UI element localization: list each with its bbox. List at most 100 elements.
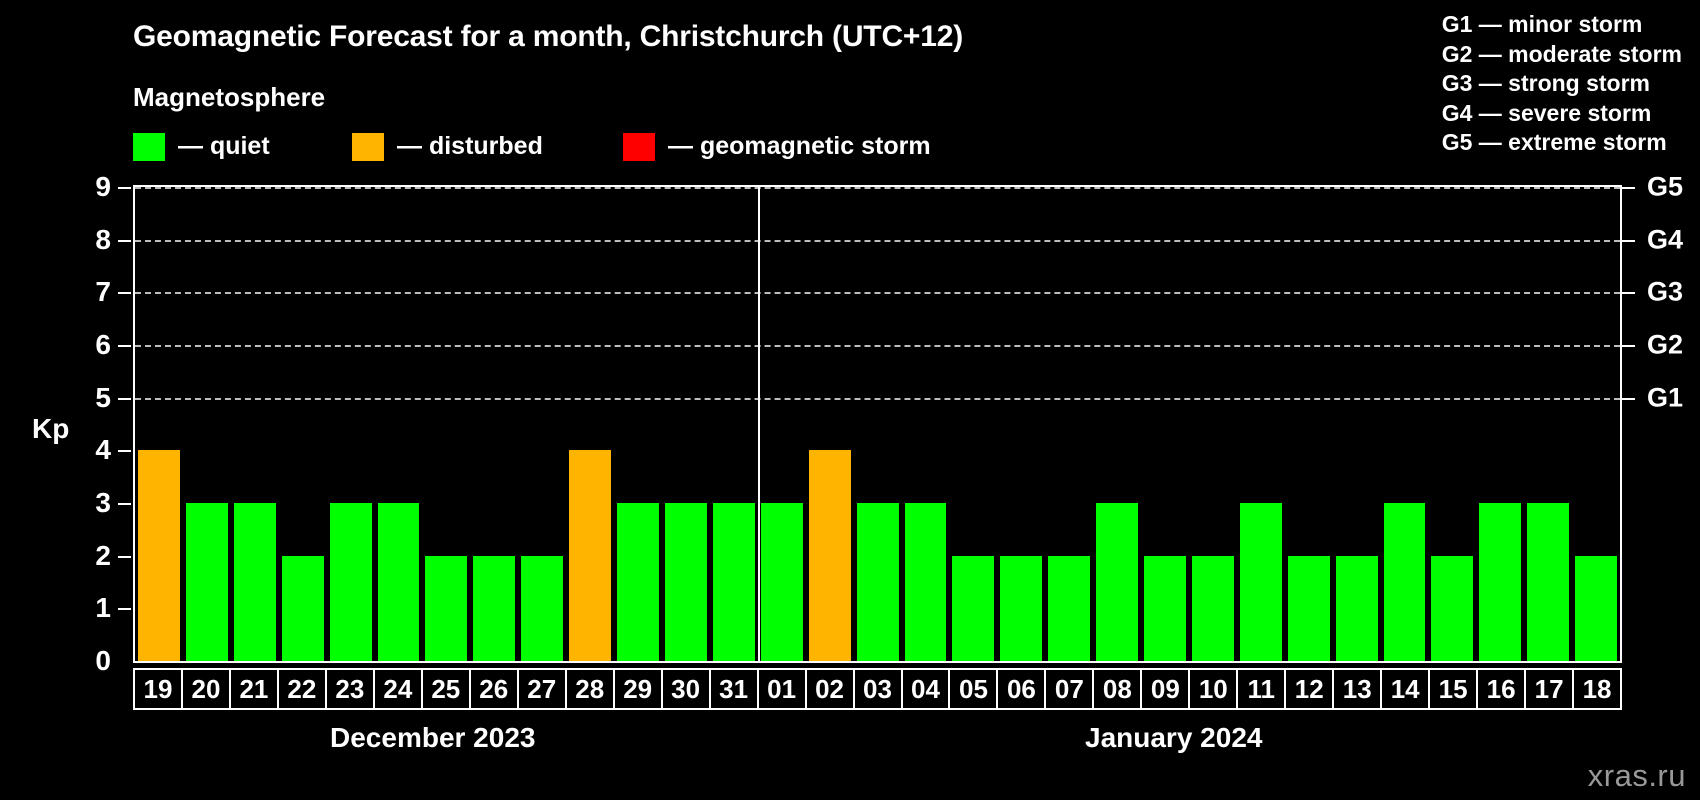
y-axis: 0 1 2 3 4 5 6 7 8 9 Kp <box>0 173 133 675</box>
date-cell-13[interactable]: 13 <box>1334 670 1383 708</box>
bar-13[interactable] <box>1335 555 1378 661</box>
date-cell-02[interactable]: 02 <box>807 670 855 708</box>
legend-label-disturbed: — disturbed <box>397 132 543 160</box>
bar-09[interactable] <box>1144 555 1186 661</box>
legend-item-quiet: — quiet <box>133 132 270 161</box>
y-tick-mark-4 <box>118 450 131 453</box>
date-cell-05[interactable]: 05 <box>950 670 999 708</box>
bar-11[interactable] <box>1239 503 1282 661</box>
legend-label-storm: — geomagnetic storm <box>668 132 931 160</box>
y-tick-label-5: 5 <box>95 381 111 413</box>
page-title: Geomagnetic Forecast for a month, Christ… <box>133 20 963 53</box>
bar-cell <box>1381 187 1429 661</box>
bar-01[interactable] <box>760 503 803 661</box>
gridline-kp-8 <box>135 239 1620 242</box>
bar-cell <box>566 187 614 661</box>
bar-30[interactable] <box>664 503 707 661</box>
date-cell-03[interactable]: 03 <box>855 670 903 708</box>
bar-07[interactable] <box>1048 555 1091 661</box>
bar-cell <box>854 187 902 661</box>
bar-25[interactable] <box>425 555 468 661</box>
bar-17[interactable] <box>1527 503 1570 661</box>
date-cell-04[interactable]: 04 <box>903 670 951 708</box>
g-tick-mark-G5 <box>1622 187 1635 189</box>
date-cell-26[interactable]: 26 <box>471 670 519 708</box>
date-cell-29[interactable]: 29 <box>615 670 663 708</box>
bar-cell <box>1428 187 1476 661</box>
g-tick-label-G1: G1 <box>1647 382 1684 413</box>
bar-27[interactable] <box>521 555 564 661</box>
g-tick-mark-G2 <box>1622 345 1635 347</box>
legend-swatch-storm-icon <box>623 132 655 161</box>
month-divider <box>757 187 760 661</box>
bar-15[interactable] <box>1431 555 1474 661</box>
bar-31[interactable] <box>712 503 755 661</box>
date-cell-15[interactable]: 15 <box>1430 670 1479 708</box>
date-cell-22[interactable]: 22 <box>279 670 327 708</box>
date-cell-25[interactable]: 25 <box>423 670 471 708</box>
bar-18[interactable] <box>1575 555 1618 661</box>
date-cell-08[interactable]: 08 <box>1094 670 1143 708</box>
date-cell-06[interactable]: 06 <box>998 670 1047 708</box>
bar-05[interactable] <box>952 555 995 661</box>
date-cell-07[interactable]: 07 <box>1046 670 1095 708</box>
bar-cell <box>279 187 327 661</box>
bar-cell <box>614 187 662 661</box>
y-tick-mark-9 <box>118 187 131 189</box>
date-cell-18[interactable]: 18 <box>1582 673 1612 704</box>
bar-23[interactable] <box>329 503 372 661</box>
bar-series <box>135 187 1620 661</box>
date-cell-24[interactable]: 24 <box>375 670 423 708</box>
bar-16[interactable] <box>1479 503 1522 661</box>
date-cell-14[interactable]: 14 <box>1382 670 1431 708</box>
g-tick-mark-G1 <box>1622 397 1635 400</box>
date-cell-23[interactable]: 23 <box>327 670 375 708</box>
g-legend-row-g1: G1 — minor storm <box>1441 11 1643 37</box>
date-cell-28[interactable]: 28 <box>567 670 615 708</box>
bar-22[interactable] <box>281 555 324 661</box>
bar-29[interactable] <box>617 503 659 661</box>
date-cell-16[interactable]: 16 <box>1478 670 1527 708</box>
gridline-kp-5 <box>135 397 1620 400</box>
date-cell-31[interactable]: 31 <box>711 670 759 708</box>
month-label-january: January 2024 <box>1085 722 1263 753</box>
date-cell-12[interactable]: 12 <box>1286 670 1335 708</box>
plot-inner <box>135 187 1620 661</box>
bar-cell <box>1045 187 1093 661</box>
bar-06[interactable] <box>1000 555 1043 661</box>
date-cell-27[interactable]: 27 <box>519 670 567 708</box>
bar-04[interactable] <box>904 503 947 661</box>
bar-cell <box>710 187 758 661</box>
bar-26[interactable] <box>473 555 516 661</box>
bar-cell <box>470 187 518 661</box>
bar-08[interactable] <box>1096 503 1139 661</box>
y-tick-mark-6 <box>118 345 131 347</box>
date-cell-17[interactable]: 17 <box>1526 670 1575 708</box>
bar-10[interactable] <box>1191 555 1234 661</box>
date-cell-11[interactable]: 11 <box>1238 670 1287 708</box>
date-cell-10[interactable]: 10 <box>1190 670 1239 708</box>
bar-24[interactable] <box>377 503 420 661</box>
bar-03[interactable] <box>856 503 899 661</box>
bar-20[interactable] <box>185 503 228 661</box>
bar-12[interactable] <box>1287 555 1330 661</box>
g-tick-label-G3: G3 <box>1647 276 1684 307</box>
bar-cell <box>518 187 566 661</box>
plot-area <box>133 185 1622 663</box>
date-cell-21[interactable]: 21 <box>231 670 279 708</box>
bar-02[interactable] <box>808 450 851 661</box>
g-tick-label-G5: G5 <box>1647 171 1684 202</box>
watermark: xras.ru <box>1587 758 1686 793</box>
g-scale-legend: G1 — minor storm G2 — moderate storm G3 — … <box>1442 10 1682 158</box>
date-cell-19[interactable]: 19 <box>135 670 183 708</box>
bar-19[interactable] <box>138 450 180 661</box>
y-tick-mark-1 <box>118 608 131 611</box>
bar-28[interactable] <box>569 450 612 661</box>
bar-21[interactable] <box>233 503 276 661</box>
y-tick-label-0: 0 <box>95 645 111 676</box>
bar-14[interactable] <box>1383 503 1426 661</box>
date-cell-09[interactable]: 09 <box>1142 670 1191 708</box>
date-cell-20[interactable]: 20 <box>183 670 231 708</box>
date-cell-30[interactable]: 30 <box>663 670 711 708</box>
date-cell-01[interactable]: 01 <box>759 670 807 708</box>
